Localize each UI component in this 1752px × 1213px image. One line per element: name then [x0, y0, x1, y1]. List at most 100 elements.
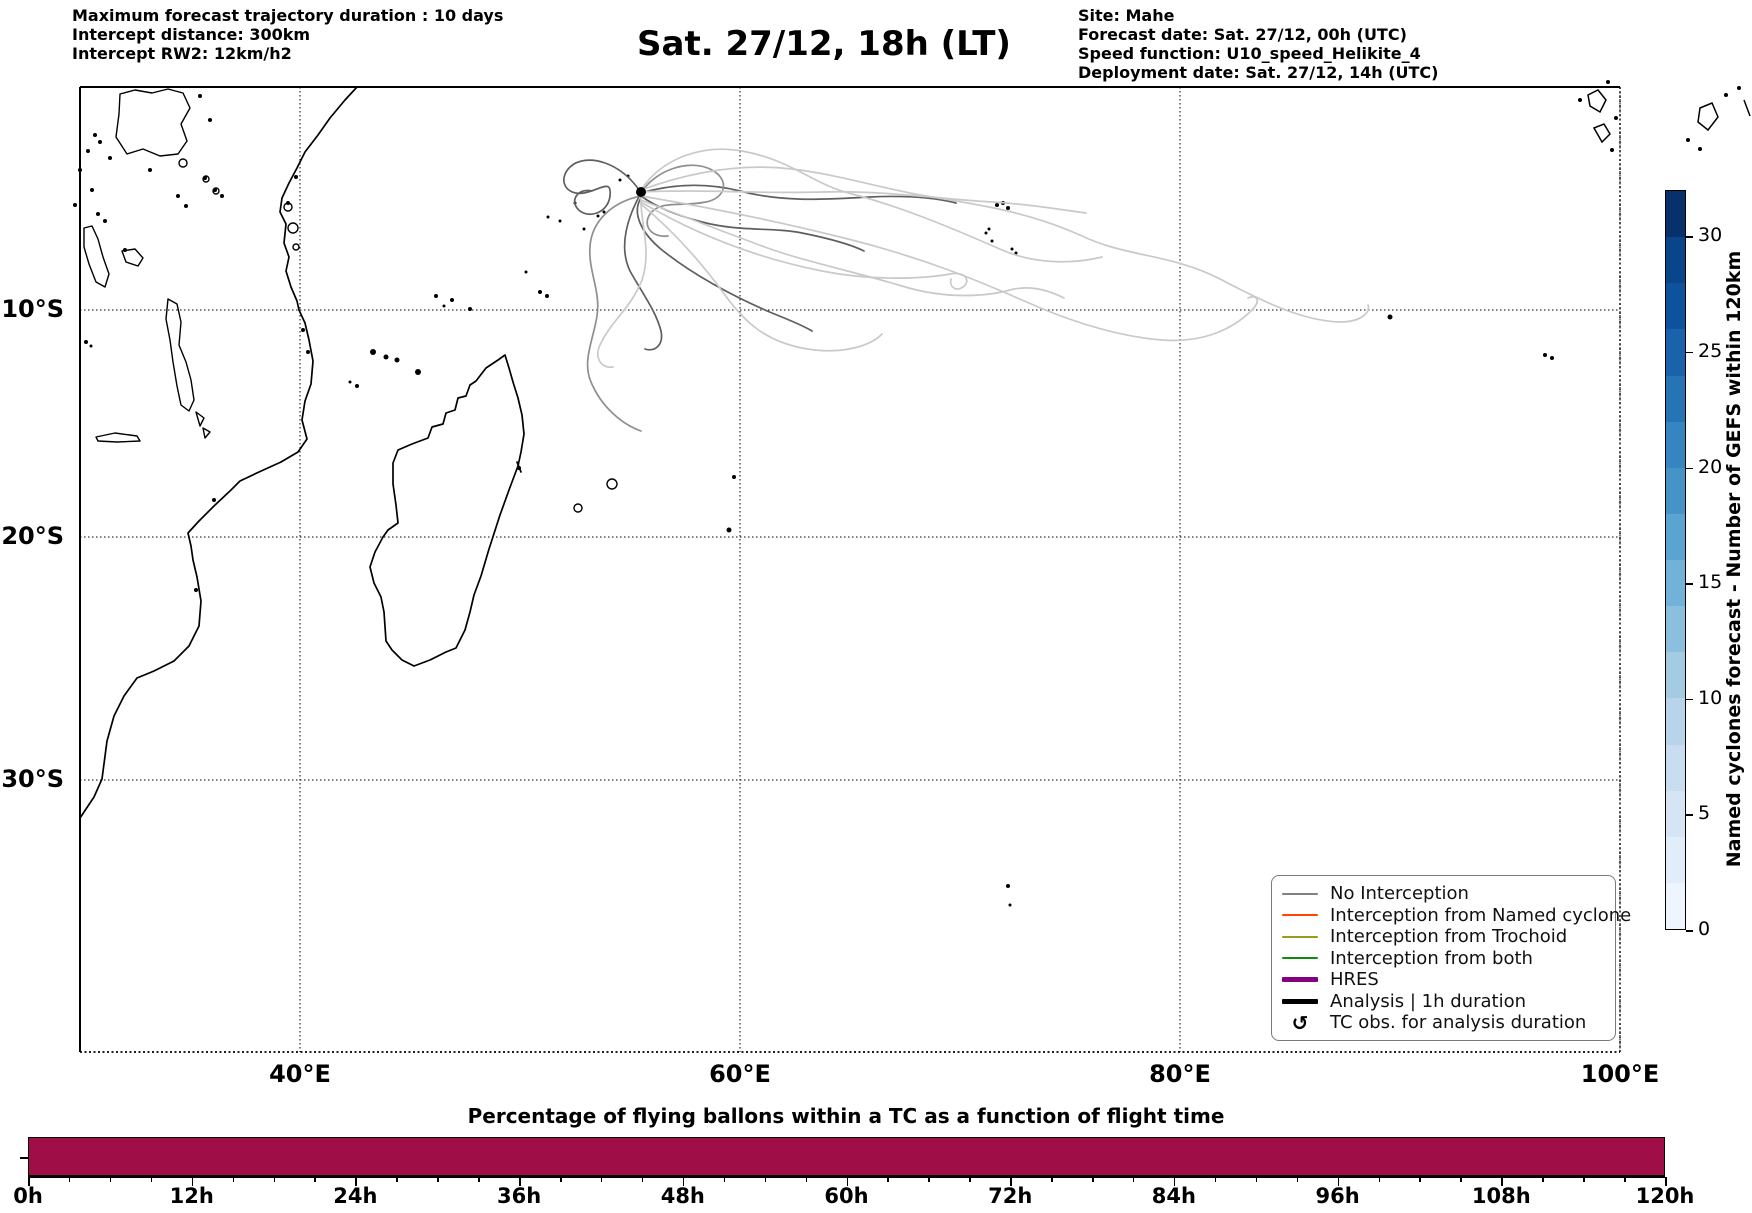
forecast-date-text: Forecast date: Sat. 27/12, 00h (UTC) [1078, 25, 1407, 44]
bottom-chart-tick [1296, 1177, 1299, 1182]
balloon-trajectories [563, 148, 1370, 432]
colorbar-tick-label: 15 [1698, 571, 1723, 594]
bottom-chart-tick [1337, 1177, 1340, 1186]
bottom-chart-tick [1010, 1177, 1012, 1186]
legend-item-label: Interception from Named cyclone [1330, 904, 1632, 926]
bottom-chart-tick [723, 1177, 726, 1182]
colorbar-tick [1686, 814, 1693, 816]
colorbar-tick [1686, 583, 1693, 585]
bottom-chart-tick [1665, 1177, 1667, 1186]
bottom-chart-tick-label: 108h [1471, 1184, 1531, 1208]
colorbar-segment [1666, 744, 1685, 791]
bottom-chart-tick [887, 1177, 889, 1182]
bottom-chart-tick-label: 36h [497, 1184, 542, 1208]
coastlines [79, 86, 525, 819]
bottom-chart-tick-label: 24h [333, 1184, 378, 1208]
speed-function-text: Speed function: U10_speed_Helikite_4 [1078, 44, 1421, 63]
trajectory-no-interception [640, 184, 957, 204]
legend-item: Interception from Trochoid [1280, 926, 1607, 948]
bottom-chart-tick-label: 96h [1315, 1184, 1360, 1208]
bottom-chart-tick [1092, 1177, 1094, 1182]
trajectory-no-interception [640, 148, 1103, 263]
bottom-chart-tick [1051, 1177, 1053, 1182]
deployment-date-text: Deployment date: Sat. 27/12, 14h (UTC) [1078, 63, 1439, 82]
bottom-chart-tick [68, 1177, 71, 1182]
colorbar [1665, 190, 1686, 930]
legend-item-label: HRES [1330, 969, 1379, 991]
colorbar-tick-label: 5 [1698, 802, 1711, 825]
trajectory-no-interception [640, 203, 883, 352]
legend-item-label: Interception from Trochoid [1330, 926, 1568, 948]
y-tick-label: 10°S [1, 295, 64, 323]
bottom-chart-tick [355, 1177, 357, 1186]
x-tick-label: 100°E [1580, 1060, 1660, 1088]
colorbar-tick-label: 25 [1698, 339, 1723, 362]
bottom-chart-tick [1501, 1177, 1503, 1186]
bottom-chart-tick [1255, 1177, 1258, 1182]
trajectory-no-interception [597, 197, 647, 369]
colorbar-tick [1686, 467, 1693, 469]
legend-line-swatch [1280, 892, 1320, 895]
bottom-chart-tick [969, 1177, 971, 1182]
header-right-block: Site: Mahe Forecast date: Sat. 27/12, 00… [1078, 6, 1438, 82]
bottom-chart-tick-label: 60h [824, 1184, 869, 1208]
bottom-chart-tick [641, 1177, 644, 1182]
legend-line-swatch [1280, 914, 1320, 917]
x-tick-label: 40°E [269, 1060, 331, 1088]
colorbar-segment [1666, 513, 1685, 560]
legend-line-swatch [1280, 935, 1320, 938]
site-text: Site: Mahe [1078, 6, 1175, 25]
max-duration-text: Maximum forecast trajectory duration : 1… [72, 6, 504, 25]
trajectory-no-interception [640, 166, 1370, 323]
bottom-chart-tick [273, 1177, 276, 1182]
bottom-chart-tick [1460, 1177, 1462, 1182]
bottom-chart-tick [232, 1177, 235, 1182]
x-tick-label: 60°E [709, 1060, 771, 1088]
y-tick-label: 30°S [1, 765, 64, 793]
legend-item: No Interception [1280, 883, 1607, 905]
colorbar-tick [1686, 698, 1693, 701]
trajectory-no-interception [563, 159, 642, 216]
trajectory-no-interception [586, 195, 642, 432]
colorbar-segment [1666, 283, 1685, 330]
bottom-chart-tick [1132, 1177, 1135, 1182]
trajectory-no-interception [640, 164, 725, 237]
bottom-chart-tick-label: 72h [988, 1184, 1033, 1208]
header-left-block: Maximum forecast trajectory duration : 1… [72, 6, 503, 63]
legend-item-label: No Interception [1330, 883, 1469, 905]
legend-line-swatch [1280, 957, 1320, 960]
plot-title: Sat. 27/12, 18h (LT) [637, 24, 1011, 64]
bottom-chart-tick-label: 120h [1635, 1184, 1695, 1208]
legend-line-swatch [1280, 998, 1320, 1004]
legend-item: Interception from Named cyclone [1280, 905, 1631, 927]
bottom-chart-tick [560, 1177, 562, 1182]
bottom-chart-tick [150, 1177, 153, 1182]
colorbar-segment [1666, 560, 1685, 607]
bottom-chart-title: Percentage of flying ballons within a TC… [467, 1104, 1225, 1128]
tc-obs-icon: ↺ [1291, 1010, 1309, 1035]
y-tick-label: 20°S [1, 522, 64, 550]
bottom-chart-tick [1173, 1177, 1176, 1186]
x-tick-label: 80°E [1149, 1060, 1211, 1088]
bottom-chart-tick [928, 1177, 930, 1182]
legend-items: No Interception Interception from Named c… [1280, 883, 1631, 1035]
colorbar-segment [1666, 329, 1685, 376]
legend-item: Analysis | 1h duration [1280, 991, 1607, 1013]
bottom-chart-tick [396, 1177, 398, 1182]
bottom-chart-tick [314, 1177, 316, 1182]
islands [73, 80, 1751, 907]
bottom-chart-tick [846, 1177, 848, 1186]
bottom-chart-y-tick [20, 1157, 28, 1159]
colorbar-segment [1666, 606, 1685, 653]
colorbar-tick-label: 30 [1698, 224, 1723, 247]
bottom-chart-tick-label: 48h [660, 1184, 705, 1208]
intercept-rw2-text: Intercept RW2: 12km/h2 [72, 44, 292, 63]
bottom-chart-tick [600, 1177, 603, 1182]
intercept-distance-text: Intercept distance: 300km [72, 25, 311, 44]
trajectory-no-interception [640, 195, 1259, 342]
bottom-chart-tick [191, 1177, 194, 1186]
colorbar-tick [1686, 351, 1693, 354]
colorbar-segment [1666, 652, 1685, 699]
legend-item-label: Analysis | 1h duration [1330, 990, 1526, 1012]
colorbar-tick-label: 20 [1698, 455, 1723, 478]
